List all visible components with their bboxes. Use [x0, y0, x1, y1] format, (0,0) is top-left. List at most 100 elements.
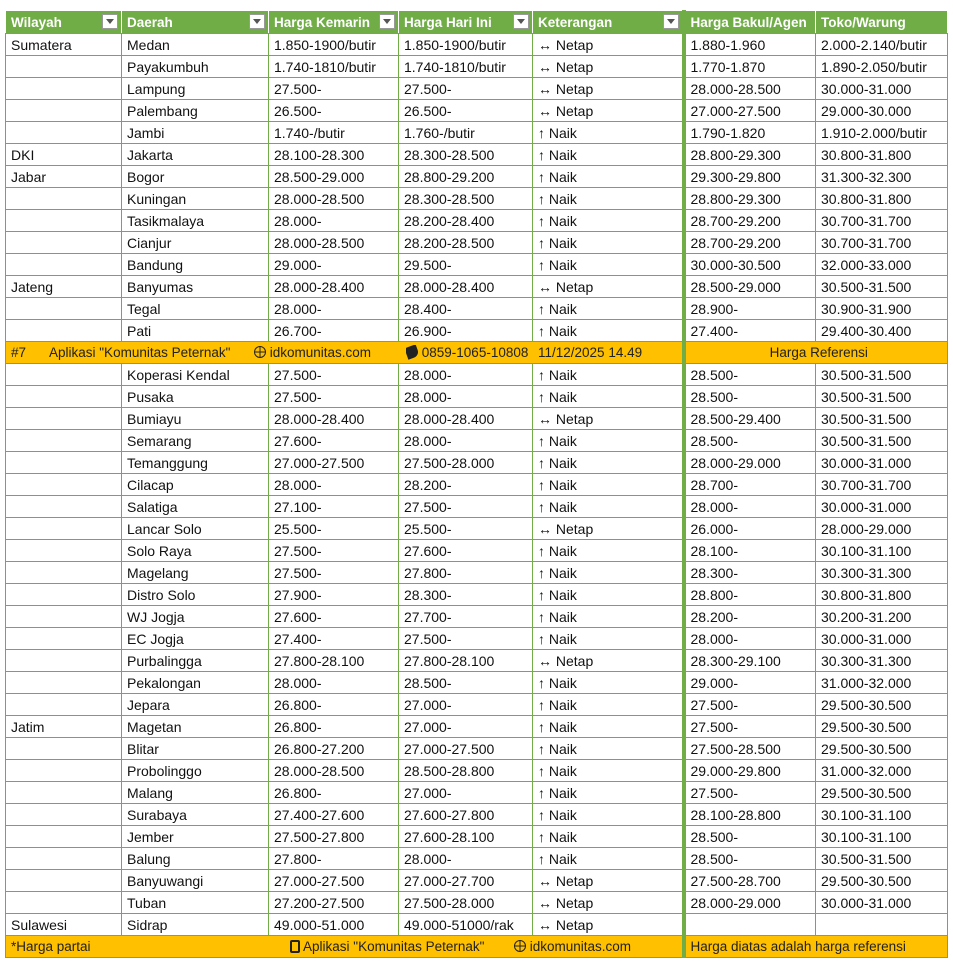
cell-text: ↔ Netap [538, 872, 594, 889]
cell-text: Cilacap [127, 476, 174, 493]
cell: 30.800-31.800 [815, 143, 948, 166]
cell: 27.500- [268, 539, 399, 562]
cell-text: 28.500- [404, 674, 452, 691]
cell-text: 27.000-27.700 [404, 872, 495, 889]
cell-text: ↔ Netap [538, 102, 594, 119]
cell: 28.100-28.300 [268, 143, 399, 166]
data-row: Pekalongan 28.000- 28.500- ↑ Naik 29.000- 31.… [5, 671, 948, 694]
cell: 28.100- [681, 539, 816, 562]
cell: 27.500- [398, 495, 533, 518]
cell-text: ↔ Netap [538, 80, 594, 97]
cell: Sumatera [5, 33, 122, 56]
footer-app-text: Aplikasi "Komunitas Peternak" [303, 939, 485, 954]
footer-app-icon [290, 940, 300, 953]
price-table: Wilayah Daerah Harga Kemarin Harga Hari Ini… [5, 10, 948, 958]
data-row: Bumiayu 28.000-28.400 28.000-28.400 ↔ Netap… [5, 407, 948, 430]
cell: ↑ Naik [532, 319, 684, 342]
cell: ↑ Naik [532, 231, 684, 254]
data-row: Magelang 27.500- 27.800- ↑ Naik 28.300- 30.30… [5, 561, 948, 584]
banner-website: idkomunitas.com [254, 345, 371, 360]
cell-text: 30.100-31.100 [821, 806, 912, 823]
cell-text: 27.800-28.100 [274, 652, 365, 669]
header-label: Daerah [127, 14, 173, 30]
cell: Payakumbuh [121, 55, 269, 78]
cell-text: Banyuwangi [127, 872, 204, 889]
cell-text: 27.500- [274, 80, 322, 97]
cell: 28.000- [268, 473, 399, 496]
cell: ↔ Netap [532, 891, 684, 914]
cell-text: Jambi [127, 124, 165, 141]
cell-text: 28.000- [274, 300, 322, 317]
cell-text: 30.500-31.500 [821, 366, 912, 383]
cell-text: 28.700-29.200 [690, 212, 781, 229]
cell: Blitar [121, 737, 269, 760]
cell [5, 385, 122, 408]
header-label: Toko/Warung [821, 14, 906, 30]
cell-text: 30.700-31.700 [821, 234, 912, 251]
cell-text: Pusaka [127, 388, 174, 405]
cell-text: 28.700-29.200 [690, 234, 781, 251]
cell: 29.000- [681, 671, 816, 694]
cell: ↑ Naik [532, 495, 684, 518]
cell: ↔ Netap [532, 99, 684, 122]
cell-text: Salatiga [127, 498, 178, 515]
cell [5, 627, 122, 650]
cell: Solo Raya [121, 539, 269, 562]
cell [5, 825, 122, 848]
cell-text: 30.500-31.500 [821, 432, 912, 449]
cell: 28.000-29.000 [681, 451, 816, 474]
cell: Kuningan [121, 187, 269, 210]
cell-text: 28.200-28.400 [404, 212, 495, 229]
footer-info: *Harga partai Aplikasi "Komunitas Petern… [5, 935, 684, 958]
cell: 1.770-1.870 [681, 55, 816, 78]
cell-text: 30.100-31.100 [821, 542, 912, 559]
cell: 26.900- [398, 319, 533, 342]
cell: 28.000- [268, 297, 399, 320]
cell: 27.100- [268, 495, 399, 518]
cell: 49.000-51000/rak [398, 913, 533, 936]
cell-text: ↑ Naik [538, 630, 577, 647]
cell-text: Jateng [11, 278, 54, 295]
cell-text: 27.600-28.100 [404, 828, 495, 845]
cell-text: 29.000- [274, 256, 322, 273]
filter-button[interactable] [102, 14, 118, 29]
cell: 28.000-28.400 [398, 275, 533, 298]
cell-text: 28.100-28.800 [690, 806, 781, 823]
cell: 1.740-1810/butir [268, 55, 399, 78]
cell-text: 28.800-29.200 [404, 168, 495, 185]
cell: 27.500- [681, 781, 816, 804]
filter-button[interactable] [249, 14, 265, 29]
cell: 29.300-29.800 [681, 165, 816, 188]
filter-button[interactable] [513, 14, 529, 29]
filter-button[interactable] [379, 14, 395, 29]
cell: 27.500-28.000 [398, 451, 533, 474]
cell [5, 231, 122, 254]
cell-text: 28.000- [404, 850, 452, 867]
cell-text: 28.500-29.000 [274, 168, 365, 185]
cell-text: Tasikmalaya [127, 212, 205, 229]
cell-text: ↑ Naik [538, 608, 577, 625]
cell: 28.500- [681, 385, 816, 408]
cell: 49.000-51.000 [268, 913, 399, 936]
cell: 28.000- [681, 627, 816, 650]
cell-text: 29.500-30.500 [821, 872, 912, 889]
cell-text: 28.000-29.000 [821, 520, 912, 537]
cell: ↑ Naik [532, 737, 684, 760]
filter-button[interactable] [662, 14, 679, 29]
cell: 27.600- [268, 605, 399, 628]
cell-text: ↔ Netap [538, 36, 594, 53]
cell: 28.000-28.400 [398, 407, 533, 430]
cell-text: 27.400- [274, 630, 322, 647]
header-label: Harga Bakul/Agen [690, 14, 807, 30]
cell: 28.000-28.500 [268, 759, 399, 782]
cell-text: 29.300-29.800 [690, 168, 781, 185]
data-row: Distro Solo 27.900- 28.300- ↑ Naik 28.800- 30… [5, 583, 948, 606]
column-header: Wilayah [5, 10, 122, 34]
cell: 1.850-1900/butir [268, 33, 399, 56]
cell: Jakarta [121, 143, 269, 166]
data-row: Bandung 29.000- 29.500- ↑ Naik 30.000-30.500… [5, 253, 948, 276]
cell [5, 671, 122, 694]
cell [5, 561, 122, 584]
banner-info: #7 Aplikasi "Komunitas Peternak" idkomuni… [5, 341, 684, 364]
